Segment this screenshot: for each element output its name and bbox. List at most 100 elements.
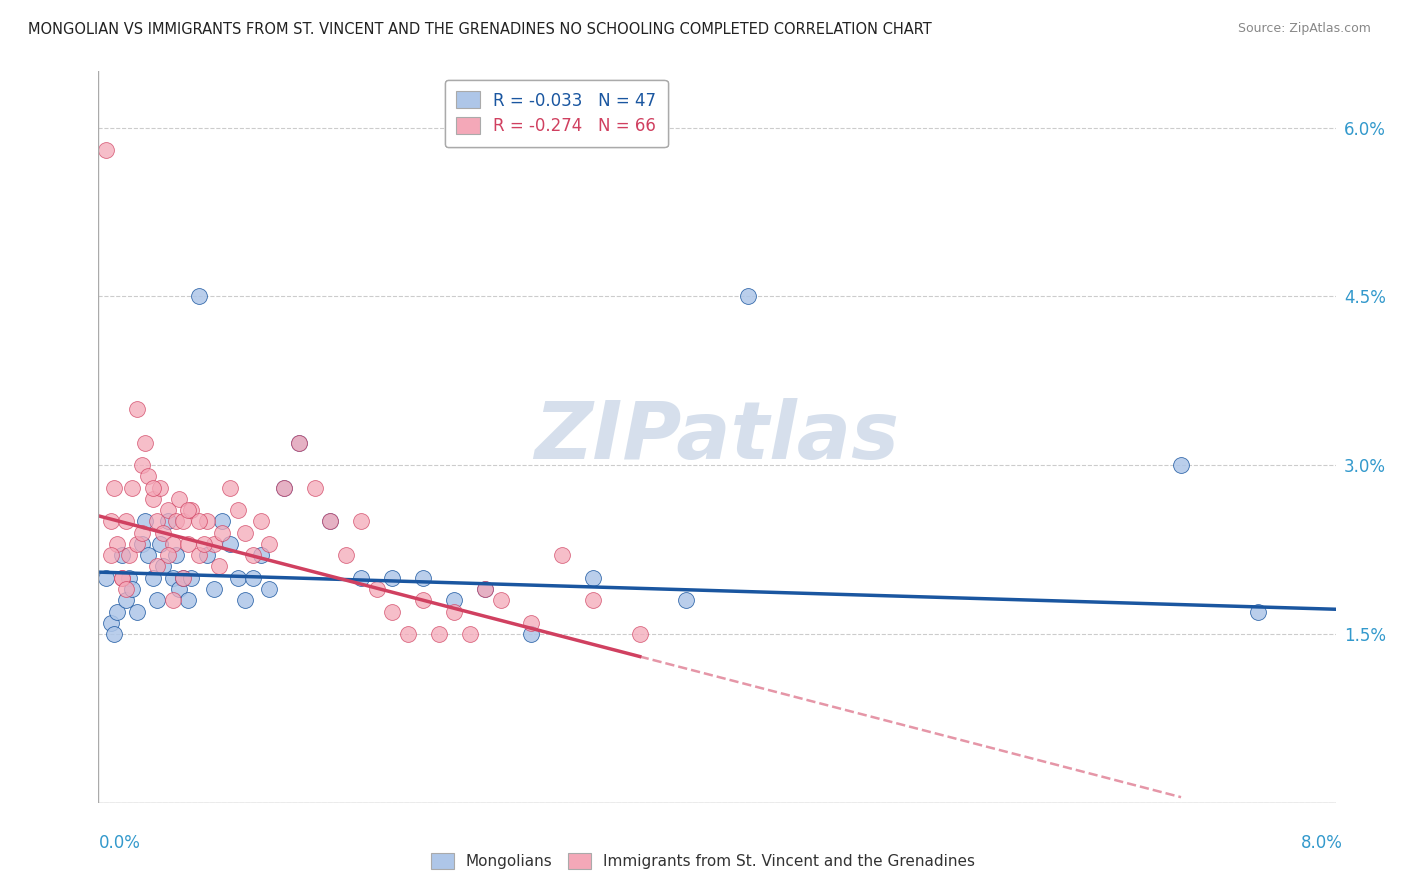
Point [489,593,512,607]
Point [131,525,153,540]
Point [149,537,172,551]
Point [149,481,172,495]
Point [141,491,165,506]
Point [242,548,264,562]
Point [675,593,697,607]
Point [167,582,190,596]
Legend: R = -0.033   N = 47, R = -0.274   N = 66: R = -0.033 N = 47, R = -0.274 N = 66 [444,79,668,147]
Point [111,571,132,585]
Point [157,503,180,517]
Point [288,435,311,450]
Text: MONGOLIAN VS IMMIGRANTS FROM ST. VINCENT AND THE GRENADINES NO SCHOOLING COMPLET: MONGOLIAN VS IMMIGRANTS FROM ST. VINCENT… [28,22,932,37]
Point [141,481,165,495]
Point [165,548,187,562]
Point [96,571,118,585]
Text: Source: ZipAtlas.com: Source: ZipAtlas.com [1237,22,1371,36]
Point [177,593,200,607]
Point [152,559,174,574]
Point [121,481,143,495]
Point [146,593,169,607]
Point [204,582,226,596]
Point [474,582,496,596]
Point [105,605,128,619]
Point [304,481,326,495]
Point [273,481,295,495]
Point [103,627,125,641]
Point [131,537,153,551]
Legend: Mongolians, Immigrants from St. Vincent and the Grenadines: Mongolians, Immigrants from St. Vincent … [425,847,981,875]
Point [350,571,373,585]
Point [257,582,280,596]
Point [335,548,357,562]
Point [115,582,138,596]
Point [242,571,264,585]
Point [737,289,759,303]
Point [458,627,481,641]
Point [105,537,128,551]
Point [100,615,122,630]
Point [396,627,419,641]
Point [250,548,273,562]
Point [177,537,200,551]
Point [111,571,132,585]
Point [103,481,125,495]
Point [115,593,138,607]
Point [443,605,465,619]
Point [193,537,215,551]
Point [219,537,242,551]
Point [233,593,257,607]
Point [127,537,149,551]
Point [111,548,132,562]
Point [100,548,122,562]
Point [582,571,605,585]
Point [412,571,434,585]
Point [350,515,373,529]
Point [141,571,165,585]
Point [172,571,194,585]
Text: 8.0%: 8.0% [1301,834,1343,852]
Point [381,605,404,619]
Point [208,559,231,574]
Point [127,401,149,416]
Point [188,289,211,303]
Point [162,537,184,551]
Point [157,548,180,562]
Point [319,515,342,529]
Point [152,525,174,540]
Point [273,481,295,495]
Point [195,515,218,529]
Point [188,515,211,529]
Point [136,469,159,483]
Point [211,515,233,529]
Point [582,593,605,607]
Point [127,605,149,619]
Point [172,571,194,585]
Point [172,515,194,529]
Point [226,503,249,517]
Point [427,627,450,641]
Point [167,491,190,506]
Point [118,571,141,585]
Point [520,615,543,630]
Point [96,143,118,157]
Point [157,515,180,529]
Point [412,593,434,607]
Point [188,548,211,562]
Point [165,515,187,529]
Point [366,582,388,596]
Point [118,548,141,562]
Point [628,627,651,641]
Point [381,571,404,585]
Point [288,435,311,450]
Point [520,627,543,641]
Point [195,548,218,562]
Point [250,515,273,529]
Text: 0.0%: 0.0% [98,834,141,852]
Point [443,593,465,607]
Point [211,525,233,540]
Point [146,559,169,574]
Point [180,571,202,585]
Point [1170,458,1192,473]
Point [146,515,169,529]
Point [180,503,202,517]
